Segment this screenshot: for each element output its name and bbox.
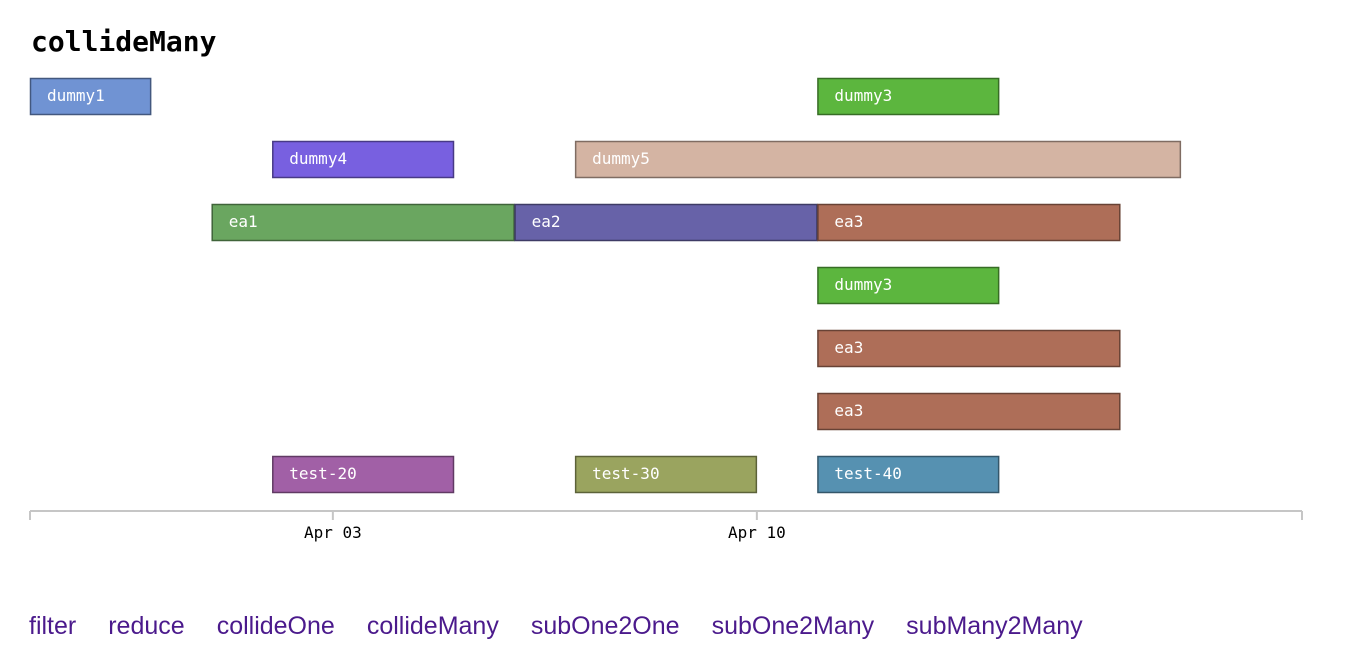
timeline-bar-rect[interactable] [514, 203, 818, 242]
timeline-bar[interactable]: dummy1 [29, 77, 152, 116]
timeline-bar-rect[interactable] [29, 77, 152, 116]
timeline-bar[interactable]: test-30 [574, 455, 758, 494]
timeline-bar[interactable]: test-20 [272, 455, 455, 494]
page-title: collideMany [31, 25, 217, 58]
nav-link-filter[interactable]: filter [29, 611, 77, 640]
timeline-bar-label: dummy3 [834, 275, 892, 294]
timeline-bar-label: dummy1 [47, 86, 105, 105]
nav-link-reduce[interactable]: reduce [108, 611, 185, 640]
timeline-bar-rect[interactable] [574, 140, 1182, 179]
nav-link-collidemany[interactable]: collideMany [366, 611, 499, 640]
timeline-bar-label: ea2 [532, 212, 561, 231]
timeline-bar-label: ea3 [834, 401, 863, 420]
timeline-bar-label: ea3 [834, 338, 863, 357]
demo-nav: filter reduce collideOne collideMany subOne2… [29, 608, 1083, 644]
timeline-bar[interactable]: ea1 [211, 203, 515, 242]
timeline-bar-rect[interactable] [574, 455, 758, 494]
timeline-chart: dummy1 dummy3 dummy4 dummy5 ea1 ea2 ea3 dummy3 e… [29, 77, 1303, 542]
timeline-bar-label: dummy5 [592, 149, 650, 168]
timeline-bar-rect[interactable] [817, 392, 1121, 431]
timeline-bar-rect[interactable] [211, 203, 515, 242]
timeline-bar[interactable]: ea3 [817, 392, 1121, 431]
timeline-bar-label: ea1 [229, 212, 258, 231]
timeline-bar-rect[interactable] [817, 266, 1000, 305]
axis-tick-label: Apr 10 [728, 523, 786, 542]
nav-link-collideone[interactable]: collideOne [216, 611, 335, 640]
timeline-bar[interactable]: dummy3 [817, 77, 1000, 116]
timeline-bar-rect[interactable] [817, 329, 1121, 368]
timeline-bar-label: dummy3 [834, 86, 892, 105]
axis-tick-label: Apr 03 [304, 523, 362, 542]
timeline-bar-label: test-20 [289, 464, 356, 483]
nav-link-subone2one[interactable]: subOne2One [530, 611, 680, 640]
timeline-bar-label: test-40 [834, 464, 901, 483]
time-axis: Apr 03 Apr 10 [29, 510, 1303, 542]
timeline-bar-rect[interactable] [817, 77, 1000, 116]
timeline-bar-label: dummy4 [289, 149, 347, 168]
nav-link-submany2many[interactable]: subMany2Many [906, 611, 1083, 640]
nav-link-subone2many[interactable]: subOne2Many [711, 611, 875, 640]
timeline-bar-label: test-30 [592, 464, 659, 483]
timeline-bar-rect[interactable] [272, 140, 455, 179]
timeline-bar[interactable]: dummy5 [574, 140, 1182, 179]
timeline-bar[interactable]: dummy4 [272, 140, 455, 179]
timeline-bar-rect[interactable] [272, 455, 455, 494]
timeline-bar[interactable]: ea3 [817, 329, 1121, 368]
timeline-bar[interactable]: ea2 [514, 203, 818, 242]
timeline-bars: dummy1 dummy3 dummy4 dummy5 ea1 ea2 ea3 dummy3 e… [29, 77, 1182, 494]
timeline-bar[interactable]: dummy3 [817, 266, 1000, 305]
timeline-bar-rect[interactable] [817, 455, 1000, 494]
timeline-bar-label: ea3 [834, 212, 863, 231]
timeline-bar-rect[interactable] [817, 203, 1121, 242]
timeline-bar[interactable]: ea3 [817, 203, 1121, 242]
timeline-bar[interactable]: test-40 [817, 455, 1000, 494]
